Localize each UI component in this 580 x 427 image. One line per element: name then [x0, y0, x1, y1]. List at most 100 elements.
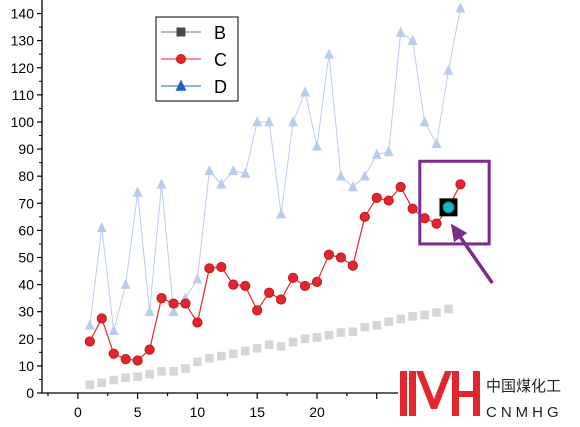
point-b — [157, 367, 166, 376]
series-b — [85, 304, 453, 390]
legend-label-c: C — [214, 50, 227, 70]
legend-marker-b — [176, 27, 186, 37]
y-tick-label: 110 — [12, 87, 35, 103]
point-b — [217, 351, 226, 361]
point-c — [371, 192, 382, 203]
legend: BCD — [155, 16, 239, 102]
point-d — [168, 305, 179, 317]
point-c — [359, 211, 370, 222]
point-d — [419, 116, 430, 127]
point-c — [383, 195, 394, 206]
point-c — [132, 355, 143, 366]
annotation-arrow-shaft — [458, 235, 494, 284]
point-b — [228, 349, 238, 358]
series-d-line — [89, 8, 461, 331]
y-tick-label: 130 — [11, 33, 35, 49]
point-d — [395, 26, 406, 37]
point-b — [252, 343, 262, 353]
point-c — [323, 249, 335, 260]
point-d — [371, 148, 382, 159]
point-b — [324, 330, 334, 340]
point-d — [276, 208, 287, 219]
y-tick-label: 140 — [11, 6, 35, 22]
point-d — [431, 137, 442, 148]
legend-label-d: D — [214, 77, 227, 97]
point-d — [216, 178, 227, 189]
point-c — [108, 348, 119, 359]
y-tick-label: 0 — [26, 385, 34, 401]
point-b — [372, 320, 382, 330]
series-d — [84, 2, 466, 335]
x-tick-label: 0 — [74, 404, 82, 420]
watermark-chinese-text: 中国煤化工 — [486, 377, 561, 395]
point-c — [84, 336, 95, 347]
legend-item-c: C — [161, 50, 227, 70]
point-c — [287, 272, 299, 283]
y-tick-label: 50 — [18, 249, 34, 265]
point-b — [121, 373, 130, 383]
x-tick-label: 15 — [249, 404, 265, 420]
point-d — [383, 146, 394, 157]
point-c — [156, 293, 167, 304]
point-d — [347, 181, 358, 192]
point-c — [180, 298, 191, 309]
point-c — [455, 179, 466, 190]
logo-bar — [409, 371, 416, 416]
x-tick-label: 20 — [309, 404, 325, 420]
point-c — [395, 181, 406, 193]
point-c — [204, 263, 215, 274]
point-d — [156, 178, 167, 189]
x-tick-label: 5 — [134, 404, 142, 420]
highlight-box — [418, 159, 491, 246]
point-d — [108, 324, 119, 335]
point-b — [109, 375, 119, 385]
point-c — [419, 213, 430, 224]
point-c — [335, 252, 346, 263]
point-d — [228, 165, 239, 176]
point-d — [300, 86, 311, 97]
point-b — [444, 304, 453, 314]
point-d — [455, 2, 466, 13]
point-b — [360, 322, 370, 332]
point-b — [408, 311, 417, 321]
point-b — [205, 354, 214, 363]
point-d — [252, 116, 263, 127]
point-d — [132, 186, 143, 197]
y-tick-label: 70 — [18, 195, 34, 211]
point-c — [299, 280, 311, 292]
legend-item-d: D — [161, 77, 227, 97]
point-c — [264, 287, 275, 298]
logo-bar — [459, 391, 473, 397]
point-d — [120, 278, 131, 289]
point-b — [97, 378, 107, 388]
point-c — [192, 317, 203, 328]
point-d — [84, 319, 95, 330]
point-b — [348, 327, 358, 337]
point-d — [264, 116, 275, 127]
point-d — [240, 167, 251, 178]
point-b — [300, 334, 310, 344]
point-b — [133, 372, 142, 382]
point-c — [96, 313, 107, 324]
point-d — [192, 273, 203, 284]
point-b — [264, 340, 274, 350]
watermark-english-text: CNMHG — [486, 404, 563, 421]
point-d — [407, 34, 418, 45]
point-b — [384, 317, 394, 327]
point-b — [312, 333, 322, 342]
legend-item-b: B — [161, 23, 226, 43]
point-b — [288, 337, 298, 347]
focus-point — [442, 201, 455, 214]
point-b — [396, 314, 405, 324]
y-tick-label: 60 — [18, 222, 34, 238]
point-c — [431, 218, 442, 229]
point-c — [347, 260, 358, 271]
y-tick-label: 20 — [18, 331, 34, 347]
x-tick-label: 10 — [190, 404, 206, 420]
point-b — [181, 364, 190, 373]
point-b — [432, 308, 441, 317]
point-c — [228, 279, 239, 290]
point-c — [168, 298, 179, 309]
y-tick-label: 100 — [11, 114, 35, 130]
